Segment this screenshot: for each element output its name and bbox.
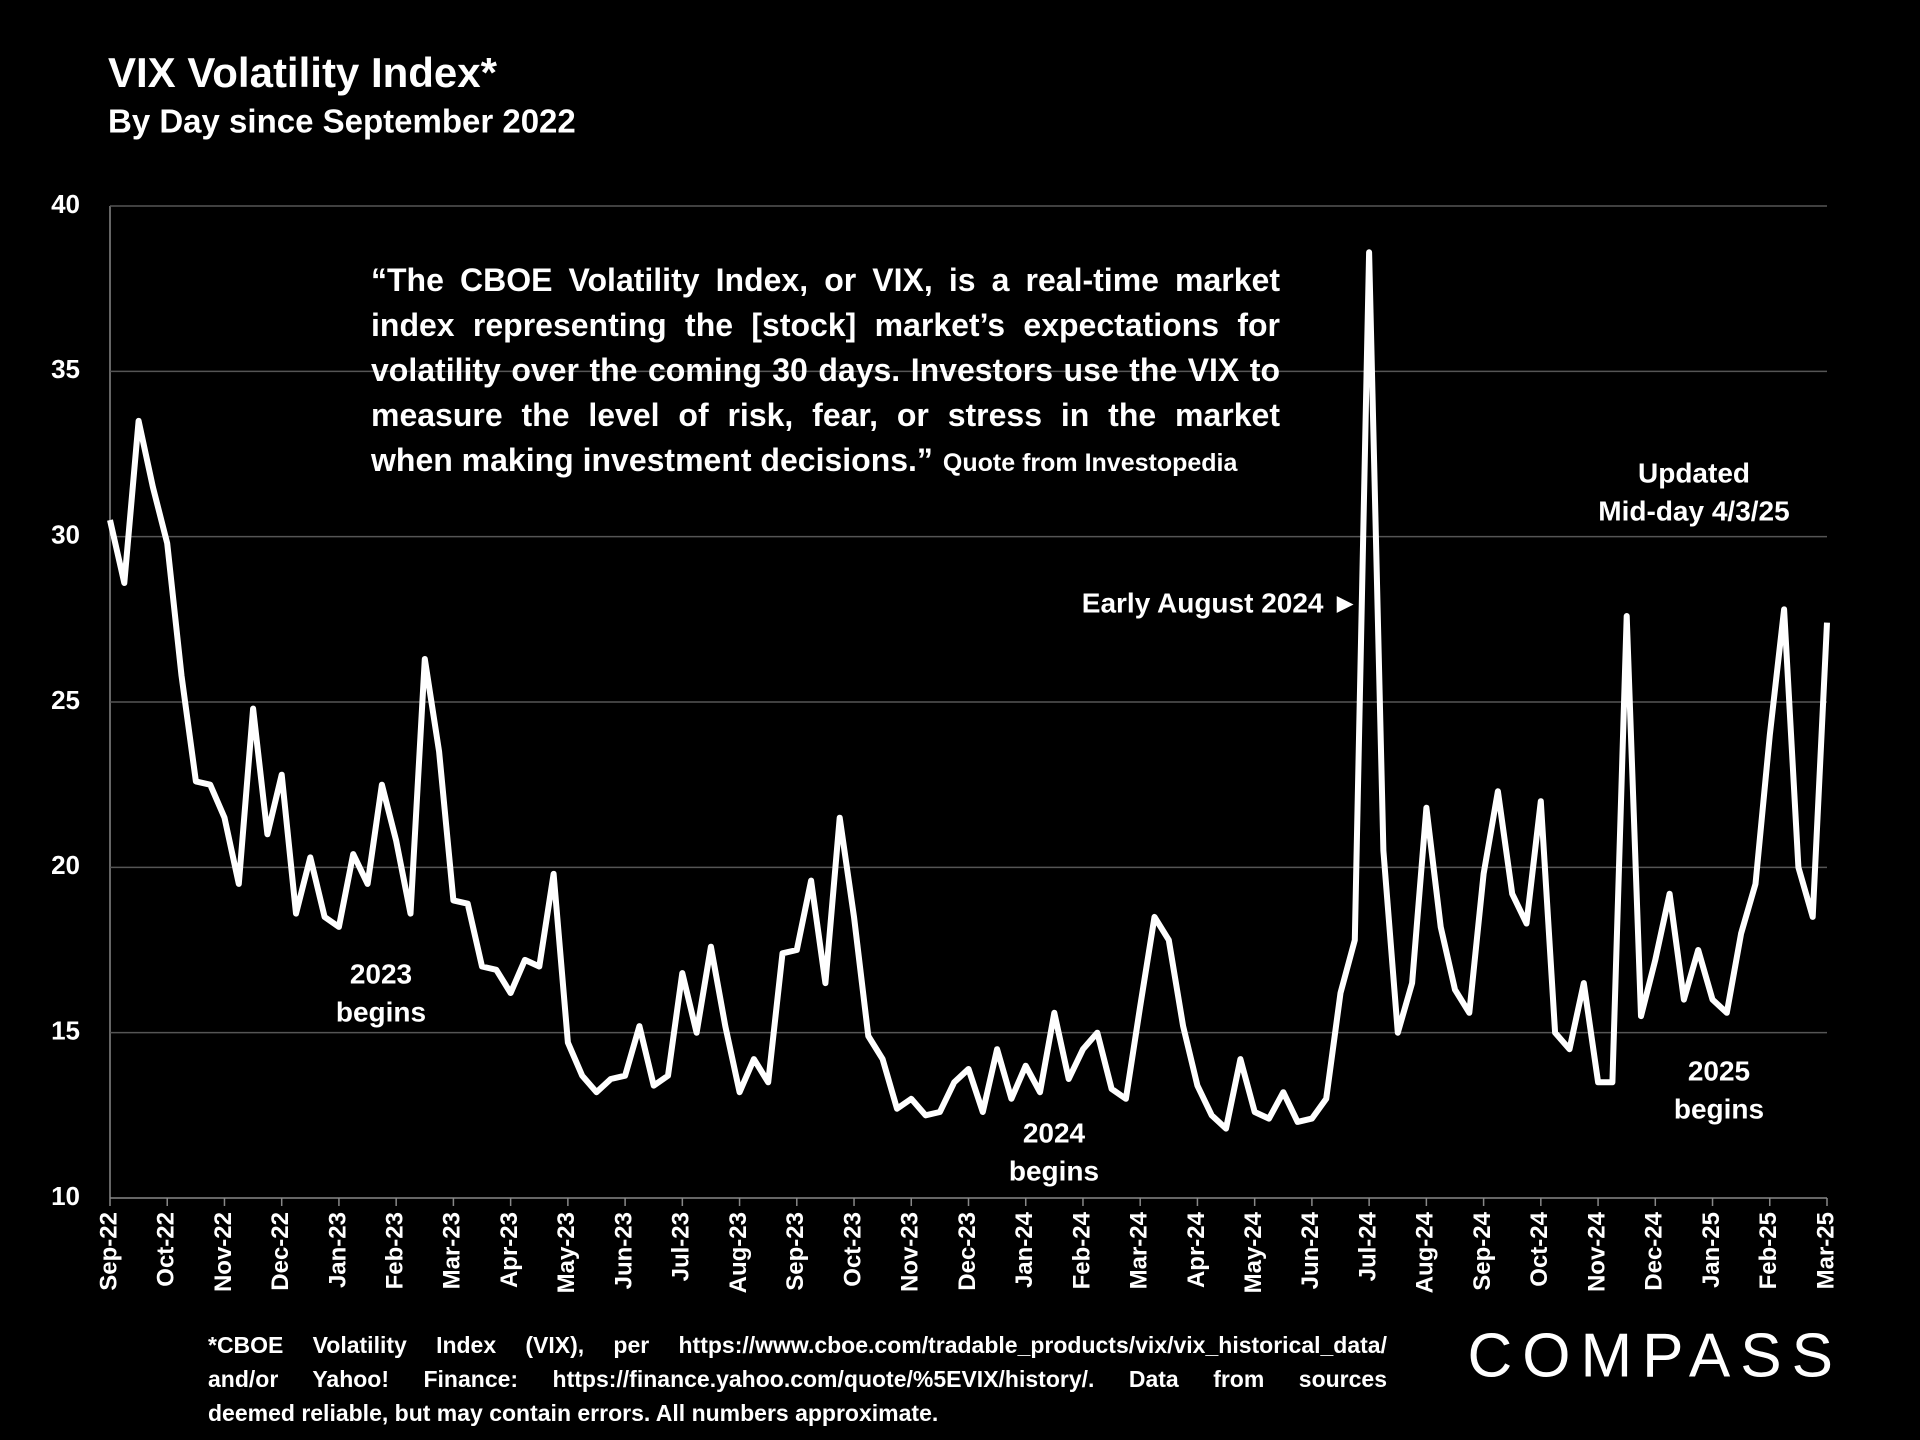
x-tick-label: Nov-22 (210, 1212, 237, 1292)
x-tick-label: Oct-24 (1526, 1211, 1553, 1286)
y-tick-label: 15 (51, 1016, 80, 1046)
x-tick-label: Jan-25 (1698, 1212, 1725, 1288)
quote-text: when making investment decisions.” (371, 442, 933, 478)
x-tick-label: Oct-23 (839, 1212, 866, 1287)
annotation: 2023 (350, 958, 412, 989)
quote-line: volatility over the coming 30 days. Inve… (371, 348, 1280, 393)
x-tick-label: May-24 (1240, 1211, 1267, 1293)
x-tick-label: Aug-24 (1412, 1211, 1439, 1293)
y-tick-label: 10 (51, 1181, 80, 1211)
x-tick-label: Apr-23 (496, 1212, 523, 1288)
annotation: 2024 (1023, 1117, 1086, 1148)
footnote-line: *CBOE Volatility Index (VIX), per https:… (208, 1332, 1387, 1358)
x-tick-label: Apr-24 (1183, 1211, 1210, 1288)
y-tick-label: 30 (51, 520, 80, 550)
quote-line: index representing the [stock] market’s … (371, 303, 1280, 348)
annotation: Early August 2024 ► (1082, 587, 1359, 618)
x-tick-label: Dec-22 (267, 1212, 294, 1291)
x-tick-label: Sep-23 (782, 1212, 809, 1291)
x-tick-label: Nov-24 (1583, 1211, 1610, 1292)
x-tick-label: Feb-25 (1755, 1212, 1782, 1289)
x-tick-label: Dec-23 (954, 1212, 981, 1291)
chart-title: VIX Volatility Index* (108, 49, 498, 96)
x-tick-label: Jul-24 (1354, 1211, 1381, 1281)
x-tick-label: May-23 (553, 1212, 580, 1293)
annotation: begins (336, 996, 426, 1027)
x-tick-label: Jul-23 (668, 1212, 695, 1281)
chart-subtitle: By Day since September 2022 (108, 103, 576, 140)
x-tick-label: Sep-22 (95, 1212, 122, 1291)
logo: COMPASS (1468, 1321, 1843, 1390)
x-tick-label: Dec-24 (1641, 1211, 1668, 1290)
x-tick-label: Oct-22 (153, 1212, 180, 1287)
y-tick-label: 20 (51, 850, 80, 880)
x-tick-label: Mar-24 (1126, 1211, 1153, 1289)
y-tick-label: 25 (51, 685, 80, 715)
x-tick-label: Sep-24 (1469, 1211, 1496, 1290)
x-tick-label: Nov-23 (897, 1212, 924, 1292)
annotation: begins (1674, 1093, 1764, 1124)
annotation: 2025 (1688, 1055, 1750, 1086)
x-tick-label: Jan-24 (1011, 1211, 1038, 1288)
quote-text: measure the level of risk, fear, or stre… (371, 397, 1280, 433)
x-tick-label: Mar-25 (1812, 1212, 1839, 1289)
x-tick-label: Mar-23 (439, 1212, 466, 1289)
x-tick-label: Aug-23 (725, 1212, 752, 1293)
y-tick-label: 35 (51, 354, 80, 384)
quote-line: “The CBOE Volatility Index, or VIX, is a… (371, 258, 1280, 303)
annotation: begins (1009, 1155, 1099, 1186)
quote-text: “The CBOE Volatility Index, or VIX, is a… (371, 262, 1280, 298)
quote-text: volatility over the coming 30 days. Inve… (371, 352, 1280, 388)
quote-line: measure the level of risk, fear, or stre… (371, 393, 1280, 438)
quote-line: when making investment decisions.” Quote … (371, 438, 1280, 486)
quote-source: Quote from Investopedia (942, 449, 1238, 477)
x-tick-label: Jun-23 (610, 1212, 637, 1289)
series-line (107, 249, 1830, 1132)
quote-text: index representing the [stock] market’s … (371, 307, 1280, 343)
annotation: Mid-day 4/3/25 (1598, 495, 1789, 526)
footnote-line: deemed reliable, but may contain errors.… (208, 1400, 939, 1426)
x-tick-label: Jan-23 (324, 1212, 351, 1288)
x-tick-label: Feb-23 (382, 1212, 409, 1289)
footnote-line: and/or Yahoo! Finance: https://finance.y… (208, 1366, 1387, 1392)
x-tick-label: Jun-24 (1297, 1211, 1324, 1289)
annotation: Updated (1638, 457, 1750, 488)
x-tick-label: Feb-24 (1068, 1211, 1095, 1289)
y-tick-label: 40 (51, 189, 80, 219)
